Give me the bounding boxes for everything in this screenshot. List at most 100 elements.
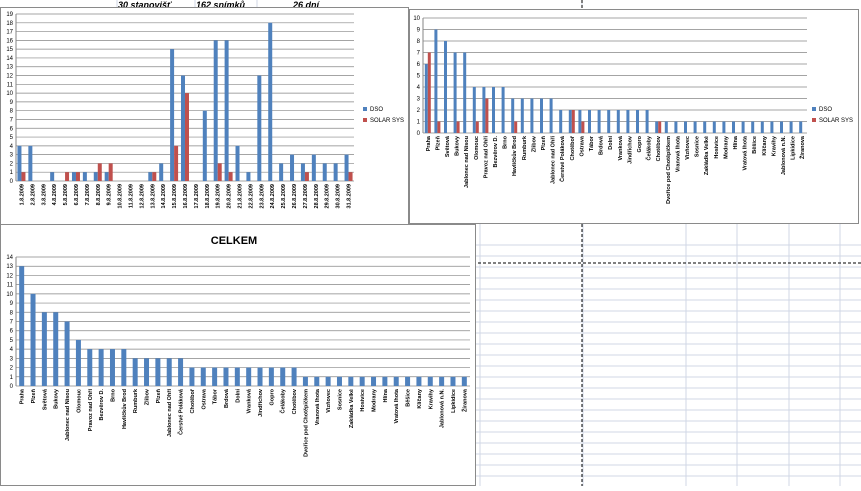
bar-total bbox=[178, 358, 184, 386]
bar-dso bbox=[636, 110, 639, 133]
bar-dso bbox=[159, 163, 164, 181]
bar-dso bbox=[511, 98, 515, 133]
x-tick-label: Klíčany bbox=[762, 135, 768, 156]
bar-total bbox=[268, 367, 274, 386]
bar-dso bbox=[712, 121, 716, 133]
x-tick-label: Hlína bbox=[733, 135, 739, 149]
x-tick-label: Žíranova bbox=[460, 388, 468, 412]
x-tick-label: Tábor bbox=[213, 388, 219, 404]
y-tick-label: 16 bbox=[6, 38, 13, 44]
bar-solar-sys bbox=[97, 163, 102, 181]
bar-dso bbox=[472, 87, 476, 133]
x-tick-label: Bezvěrov D. bbox=[493, 136, 499, 168]
x-tick-label: Zakládka Velké bbox=[704, 136, 710, 175]
y-tick-label: 5 bbox=[10, 135, 14, 141]
x-tick-label: 4.8.2009 bbox=[52, 184, 58, 205]
x-tick-label: Gopro bbox=[269, 388, 275, 405]
bar-total bbox=[144, 358, 150, 386]
x-tick-label: 23.8.2009 bbox=[259, 184, 265, 208]
bar-total bbox=[280, 367, 286, 386]
x-tick-label: Hosivice bbox=[714, 136, 720, 159]
x-tick-label: Brno bbox=[503, 135, 509, 148]
y-tick-label: 3 bbox=[417, 97, 421, 103]
y-tick-label: 19 bbox=[6, 12, 13, 18]
bar-total bbox=[336, 376, 342, 386]
bar-dso bbox=[28, 145, 33, 181]
bar-dso bbox=[789, 121, 793, 133]
daily-chart[interactable]: 0 1 2 3 4 5 6 7 8 9 10 11 12 13 14 15 16 17 18 19 1.8.2009 2.… bbox=[0, 7, 409, 225]
x-tick-label: Hosivice bbox=[360, 389, 366, 412]
legend-swatch bbox=[812, 107, 816, 111]
bar-solar-sys bbox=[75, 172, 80, 181]
x-tick-label: 21.8.2009 bbox=[238, 184, 244, 208]
x-tick-label: Klíčany bbox=[417, 388, 423, 409]
x-tick-label: Modrany bbox=[372, 388, 378, 412]
bar-total bbox=[257, 367, 263, 386]
bar-solar-sys bbox=[108, 163, 113, 181]
y-tick-label: 9 bbox=[10, 301, 14, 307]
x-tick-label: Čelákoby bbox=[280, 388, 287, 413]
bar-dso bbox=[703, 121, 707, 133]
station-chart[interactable]: 0 1 2 3 4 5 6 7 8 9 10 Praha Plzeň Světová Bukovy Jablo… bbox=[409, 9, 859, 224]
bar-dso bbox=[17, 145, 22, 181]
bar-dso bbox=[333, 163, 338, 181]
bar-dso bbox=[588, 110, 591, 133]
x-tick-label: Sosnice bbox=[695, 136, 701, 157]
y-tick-label: 7 bbox=[10, 320, 14, 326]
bar-dso bbox=[213, 40, 218, 181]
x-tick-label: 25.8.2009 bbox=[281, 184, 287, 208]
x-tick-label: Plzeň bbox=[31, 388, 37, 403]
x-tick-label: Čelákoby bbox=[646, 135, 653, 160]
bar-total bbox=[393, 376, 399, 386]
bar-dso bbox=[674, 121, 678, 133]
bar-dso bbox=[104, 172, 109, 181]
x-tick-label: Tábor bbox=[589, 135, 595, 151]
bar-dso bbox=[616, 110, 620, 133]
x-tick-label: Dvořice pod Chotěpičkem bbox=[303, 389, 309, 457]
x-tick-label: Ostrava bbox=[201, 388, 207, 409]
bar-dso bbox=[235, 145, 240, 181]
y-tick-label: 17 bbox=[6, 30, 13, 36]
bar-solar-sys bbox=[185, 93, 189, 181]
x-tick-label: 15.8.2009 bbox=[172, 184, 178, 208]
y-tick-label: 0 bbox=[417, 131, 421, 137]
bar-dso bbox=[311, 154, 316, 181]
x-tick-label: 3.8.2009 bbox=[41, 184, 47, 205]
x-tick-label: Modrany bbox=[723, 135, 729, 159]
bar-dso bbox=[530, 98, 534, 133]
bar-total bbox=[121, 349, 127, 386]
x-tick-label: Brdová bbox=[599, 135, 605, 155]
y-tick-label: 10 bbox=[413, 16, 420, 22]
bar-total bbox=[382, 376, 388, 386]
x-tick-label: Jablonec nad Nisou bbox=[65, 389, 71, 441]
bar-total bbox=[155, 358, 161, 386]
x-tick-label: 6.8.2009 bbox=[74, 184, 80, 205]
bar-solar-sys bbox=[514, 121, 518, 133]
x-tick-label: 11.8.2009 bbox=[128, 184, 134, 208]
x-tick-label: 18.8.2009 bbox=[205, 184, 211, 208]
x-tick-label: Světová bbox=[42, 388, 48, 410]
bar-total bbox=[325, 376, 331, 386]
legend-label: SOLAR SYS bbox=[819, 118, 853, 124]
bar-solar-sys bbox=[658, 121, 662, 133]
bar-total bbox=[75, 339, 81, 386]
x-tick-label: Chotěbov bbox=[656, 135, 662, 161]
x-tick-label: 28.8.2009 bbox=[314, 184, 320, 208]
bar-dso bbox=[492, 87, 495, 133]
legend-swatch bbox=[363, 107, 367, 111]
x-tick-label: 10.8.2009 bbox=[118, 184, 124, 208]
bar-dso bbox=[257, 75, 262, 181]
x-tick-label: Zakládka Velké bbox=[349, 389, 355, 428]
bar-total bbox=[41, 312, 47, 386]
x-tick-label: 24.8.2009 bbox=[270, 184, 276, 208]
x-tick-label: 12.8.2009 bbox=[139, 184, 145, 208]
header-cell-days: 26 dní bbox=[293, 0, 320, 10]
bar-dso bbox=[655, 121, 659, 133]
bar-solar-sys bbox=[456, 121, 460, 133]
bar-dso bbox=[148, 172, 153, 181]
x-tick-label: Bezvěrov D. bbox=[99, 389, 105, 421]
x-tick-label: Vizňovec bbox=[326, 389, 332, 413]
bar-dso bbox=[578, 110, 582, 133]
total-chart[interactable]: CELKEM 0 1 2 3 4 5 6 7 8 9 10 11 12 13 14 Praha Plzeň Svět… bbox=[0, 224, 476, 486]
